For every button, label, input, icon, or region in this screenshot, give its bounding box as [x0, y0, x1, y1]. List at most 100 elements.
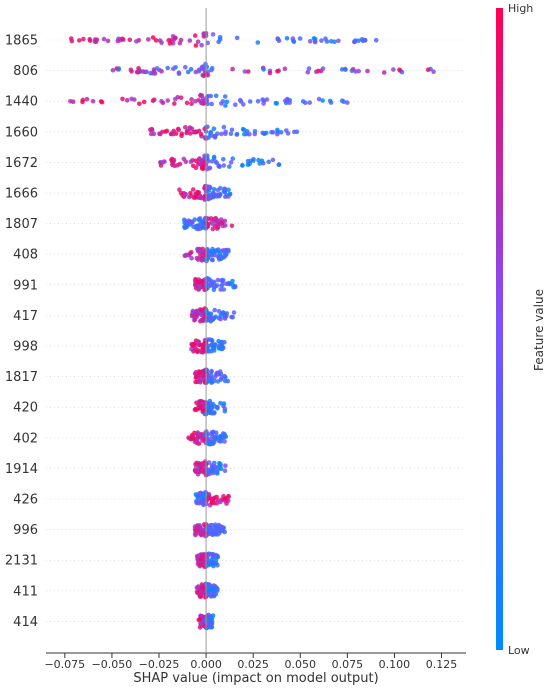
shap-point: [120, 96, 125, 102]
shap-point: [200, 224, 205, 230]
shap-point: [77, 38, 82, 43]
shap-point: [211, 187, 217, 192]
feature-label: 1817: [5, 370, 38, 385]
shap-point: [198, 249, 203, 254]
shap-point: [194, 437, 200, 443]
shap-point: [259, 158, 265, 164]
shap-point: [212, 495, 217, 501]
feature-label: 402: [13, 431, 38, 446]
shap-point: [246, 69, 251, 74]
shap-point: [218, 463, 223, 468]
shap-point: [198, 132, 204, 137]
shap-point: [222, 94, 228, 99]
shap-point: [224, 99, 230, 105]
shap-point: [221, 124, 227, 130]
shap-point: [311, 36, 317, 41]
shap-point: [172, 96, 178, 102]
shap-point: [110, 68, 116, 73]
shap-point: [356, 68, 362, 74]
shap-point: [226, 187, 231, 193]
feature-label: 426: [13, 493, 38, 508]
shap-point: [197, 156, 202, 161]
shap-point: [198, 562, 203, 568]
shap-point: [225, 378, 231, 384]
shap-point: [327, 98, 333, 104]
shap-point: [197, 370, 203, 375]
shap-point: [240, 163, 245, 168]
shap-point: [215, 526, 221, 531]
shap-point: [229, 223, 235, 229]
shap-point: [157, 38, 163, 43]
shap-point: [188, 67, 194, 72]
shap-point: [213, 529, 218, 535]
shap-point: [207, 398, 213, 404]
shap-point: [194, 223, 199, 229]
shap-point: [154, 66, 160, 71]
shap-point: [276, 38, 282, 43]
shap-point: [212, 404, 217, 409]
shap-point: [163, 129, 168, 134]
shap-point: [205, 591, 211, 597]
shap-point: [159, 98, 164, 104]
shap-point: [210, 468, 215, 473]
shap-point: [190, 434, 195, 439]
shap-point: [200, 494, 206, 499]
shap-point: [177, 40, 183, 46]
shap-point: [215, 277, 221, 283]
shap-point: [255, 98, 261, 104]
shap-point: [84, 96, 90, 102]
shap-point: [205, 469, 211, 475]
shap-point: [192, 318, 197, 323]
shap-point: [307, 39, 313, 44]
shap-point: [192, 282, 198, 288]
feature-label: 806: [13, 64, 38, 79]
shap-point: [294, 129, 300, 135]
shap-point: [141, 99, 147, 105]
shap-point: [193, 375, 199, 380]
shap-point: [218, 287, 223, 292]
shap-point: [183, 125, 188, 130]
shap-point: [278, 130, 284, 135]
shap-point: [284, 36, 290, 41]
shap-point: [195, 349, 200, 355]
shap-point: [312, 39, 318, 45]
shap-point: [99, 99, 105, 105]
shap-point: [196, 461, 202, 466]
shap-point: [199, 165, 205, 170]
shap-point: [220, 277, 226, 283]
shap-point: [247, 99, 253, 104]
shap-point: [203, 135, 208, 140]
shap-point: [80, 97, 86, 103]
shap-point: [214, 561, 219, 566]
shap-point: [197, 283, 202, 289]
shap-point: [228, 131, 234, 136]
shap-point: [195, 190, 201, 196]
shap-point: [223, 129, 228, 135]
shap-point: [233, 102, 238, 107]
shap-point: [193, 406, 198, 412]
shap-point: [173, 35, 178, 41]
shap-point: [167, 41, 173, 46]
shap-point: [191, 129, 197, 135]
shap-point: [171, 66, 176, 71]
shap-point: [204, 497, 210, 502]
shap-point: [222, 186, 227, 192]
shap-point: [221, 254, 227, 260]
shap-point: [229, 314, 234, 320]
shap-point: [172, 101, 177, 106]
shap-point: [209, 499, 215, 505]
shap-point: [196, 339, 201, 345]
shap-point: [143, 69, 148, 75]
shap-point: [196, 553, 201, 559]
shap-point: [160, 160, 166, 165]
shap-point: [187, 38, 193, 43]
shap-point: [216, 522, 222, 528]
shap-point: [194, 255, 200, 261]
feature-label: 408: [13, 248, 38, 263]
shap-point: [212, 378, 217, 384]
shap-point: [269, 129, 274, 135]
shap-point: [320, 98, 326, 103]
shap-point: [391, 67, 396, 72]
shap-point: [90, 98, 96, 104]
